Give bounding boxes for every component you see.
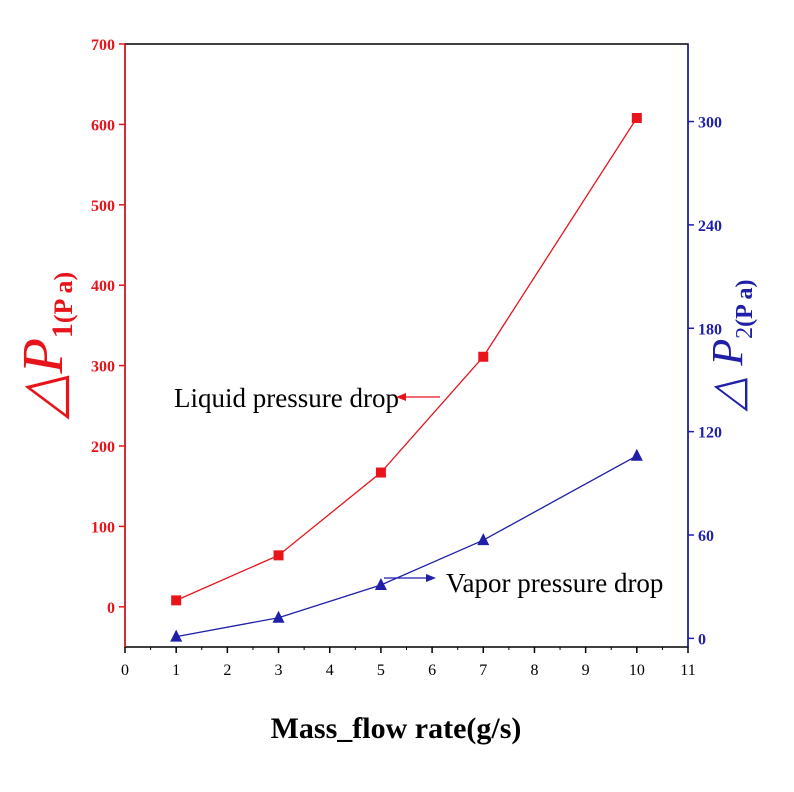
right-tick-label: 300 (698, 115, 722, 132)
svg-text:△ P2(P a): △ P2(P a) (703, 279, 758, 412)
series-line-0 (175, 117, 638, 601)
x-tick-label: 8 (530, 662, 538, 679)
x-tick-label: 10 (629, 662, 645, 679)
data-point-square (273, 550, 284, 561)
series-line-1 (176, 455, 638, 638)
right-y-label-unit: (P a) (732, 279, 758, 326)
right-tick-label: 120 (698, 425, 722, 442)
data-point-triangle (374, 577, 387, 590)
x-tick-label: 0 (121, 662, 129, 679)
left-tick-label: 0 (107, 600, 115, 617)
left-tick-label: 600 (91, 117, 115, 134)
data-point-triangle (272, 610, 285, 623)
liquid-arrow-head (396, 393, 406, 401)
plot-frame (124, 43, 689, 648)
right-tick-label: 180 (698, 321, 722, 338)
right-tick-label: 240 (698, 218, 722, 235)
x-tick-label: 1 (172, 662, 180, 679)
vapor-arrow-head (426, 574, 436, 582)
series-layer (170, 112, 643, 642)
svg-text:△P1(P a): △P1(P a) (10, 272, 79, 420)
data-point-triangle (170, 629, 183, 642)
left-y-label-sub: 1 (46, 323, 79, 338)
left-tick-label: 300 (91, 359, 115, 376)
x-axis-label: Mass_flow rate(g/s) (271, 712, 522, 745)
x-tick-label: 6 (428, 662, 436, 679)
vapor-annotation-label: Vapor pressure drop (446, 568, 663, 598)
data-point-square (171, 595, 182, 606)
right-tick-label: 60 (698, 528, 714, 545)
left-tick-label: 700 (91, 37, 115, 54)
x-tick-label: 5 (377, 662, 385, 679)
x-tick-label: 2 (223, 662, 231, 679)
data-point-square (631, 112, 642, 123)
left-tick-label: 200 (91, 439, 115, 456)
left-tick-label: 100 (91, 519, 115, 536)
left-y-label-symbol: △P (10, 338, 75, 420)
right-y-axis: 0 60 120 180 240 300 (687, 44, 722, 648)
x-tick-label: 9 (582, 662, 590, 679)
annotation-layer: Liquid pressure drop Vapor pressure drop (174, 383, 663, 598)
x-tick-label: 4 (326, 662, 334, 679)
right-y-label-symbol: △ P (703, 339, 752, 413)
left-y-label-unit: (P a) (49, 272, 78, 323)
right-y-axis-label: △ P2(P a) (703, 279, 758, 412)
right-tick-label: 0 (698, 631, 706, 648)
x-axis: 0 1 2 3 4 5 6 7 8 9 10 11 (121, 647, 696, 679)
left-y-axis: 0 100 200 300 400 500 600 700 (91, 37, 126, 647)
data-point-square (478, 351, 489, 362)
data-point-triangle (477, 533, 490, 546)
liquid-annotation-label: Liquid pressure drop (174, 383, 399, 413)
x-tick-label: 7 (479, 662, 487, 679)
x-tick-label: 11 (680, 662, 695, 679)
left-tick-label: 400 (91, 278, 115, 295)
x-tick-label: 3 (275, 662, 283, 679)
right-y-label-sub: 2 (732, 327, 758, 339)
data-point-square (375, 467, 386, 478)
left-y-axis-label: △P1(P a) (10, 272, 79, 420)
data-point-triangle (630, 448, 643, 461)
left-tick-label: 500 (91, 198, 115, 215)
